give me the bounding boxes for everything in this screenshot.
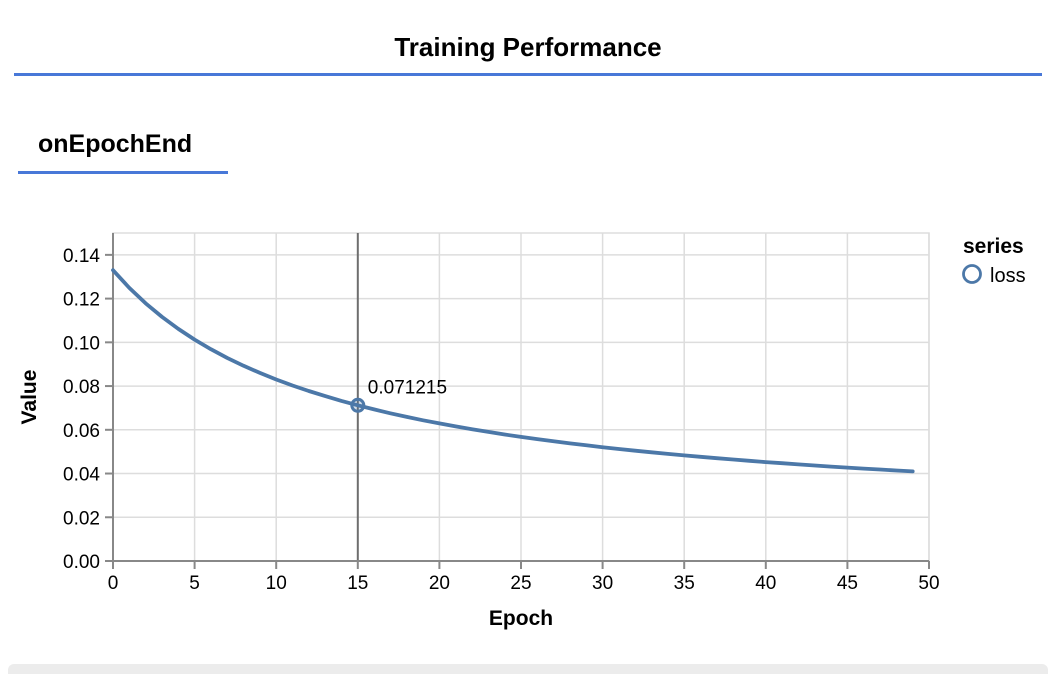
plot-hover-area[interactable]	[113, 233, 929, 561]
loss-line-chart: 0 5 10 15 20 25 30 35 40 45 50 0.00 0.02 0.04 0.06 0.08…	[18, 232, 1026, 630]
hover-value-label: 0.071215	[368, 377, 447, 398]
loss-line	[111, 268, 915, 474]
x-tick-label: 30	[592, 573, 613, 594]
x-tick-label: 0	[108, 573, 119, 594]
y-tick-label: 0.02	[63, 508, 100, 529]
y-tick-label: 0.06	[63, 421, 100, 442]
legend-title: series	[963, 235, 1024, 258]
section-rule	[18, 171, 228, 174]
y-tick-label: 0.14	[63, 246, 100, 267]
y-tick-label: 0.10	[63, 333, 100, 354]
x-tick-label: 35	[674, 573, 695, 594]
x-tick-label: 50	[918, 573, 939, 594]
x-tick-label: 5	[189, 573, 200, 594]
x-tick-label: 25	[510, 573, 531, 594]
page-title: Training Performance	[394, 32, 662, 62]
legend-loss-label: loss	[990, 265, 1026, 287]
y-axis-title: Value	[18, 370, 41, 425]
x-tick-label: 40	[755, 573, 776, 594]
section-heading: onEpochEnd	[38, 130, 193, 158]
y-tick-label: 0.00	[63, 552, 100, 573]
title-rule	[14, 73, 1042, 76]
x-axis-title: Epoch	[489, 607, 553, 630]
x-tick-label: 45	[837, 573, 858, 594]
x-tick-label: 10	[266, 573, 287, 594]
y-tick-label: 0.12	[63, 290, 100, 311]
y-tick-label: 0.04	[63, 465, 100, 486]
x-tick-label: 20	[429, 573, 450, 594]
legend-loss-symbol	[962, 264, 982, 284]
hover-marker	[350, 397, 366, 413]
next-surface-edge	[8, 664, 1048, 674]
y-tick-label: 0.08	[63, 377, 100, 398]
x-tick-label: 15	[347, 573, 368, 594]
